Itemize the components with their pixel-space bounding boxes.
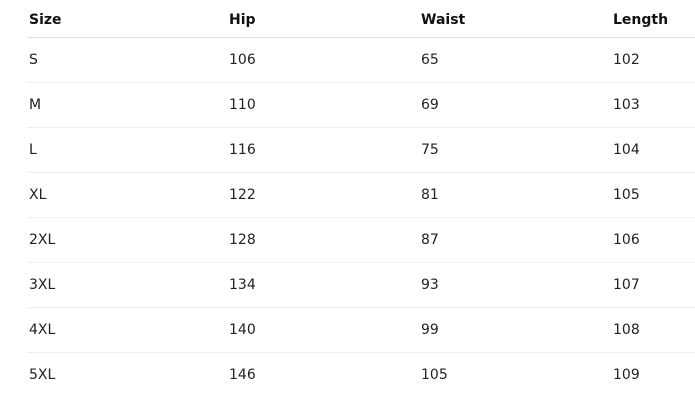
table-cell: 102 xyxy=(613,52,640,68)
header-cell: Size xyxy=(29,12,62,28)
table-cell: 110 xyxy=(229,97,256,113)
table-cell: 109 xyxy=(613,367,640,383)
table-cell: 146 xyxy=(229,367,256,383)
table-cell: 104 xyxy=(613,142,640,158)
table-cell: 65 xyxy=(421,52,439,68)
table-cell: 99 xyxy=(421,322,439,338)
header-divider xyxy=(27,37,695,38)
table-cell: 140 xyxy=(229,322,256,338)
table-cell: 105 xyxy=(613,187,640,203)
table-cell: 134 xyxy=(229,277,256,293)
table-cell: 107 xyxy=(613,277,640,293)
table-cell: 103 xyxy=(613,97,640,113)
table-cell: 69 xyxy=(421,97,439,113)
table-cell: 93 xyxy=(421,277,439,293)
row-divider xyxy=(27,217,695,218)
row-divider xyxy=(27,82,695,83)
table-cell: 106 xyxy=(613,232,640,248)
table-cell: M xyxy=(29,97,42,113)
table-cell: 4XL xyxy=(29,322,56,338)
table-cell: S xyxy=(29,52,38,68)
table-cell: 87 xyxy=(421,232,439,248)
table-cell: 116 xyxy=(229,142,256,158)
row-divider xyxy=(27,262,695,263)
table-cell: 106 xyxy=(229,52,256,68)
table-cell: 75 xyxy=(421,142,439,158)
table-cell: 5XL xyxy=(29,367,56,383)
header-cell: Hip xyxy=(229,12,256,28)
table-cell: 128 xyxy=(229,232,256,248)
row-divider xyxy=(27,127,695,128)
table-cell: 105 xyxy=(421,367,448,383)
table-cell: 122 xyxy=(229,187,256,203)
table-cell: 108 xyxy=(613,322,640,338)
table-cell: 2XL xyxy=(29,232,56,248)
row-divider xyxy=(27,172,695,173)
row-divider xyxy=(27,352,695,353)
table-cell: 81 xyxy=(421,187,439,203)
table-cell: XL xyxy=(29,187,47,203)
row-divider xyxy=(27,307,695,308)
header-cell: Waist xyxy=(421,12,466,28)
header-cell: Length xyxy=(613,12,669,28)
table-cell: 3XL xyxy=(29,277,56,293)
table-cell: L xyxy=(29,142,37,158)
